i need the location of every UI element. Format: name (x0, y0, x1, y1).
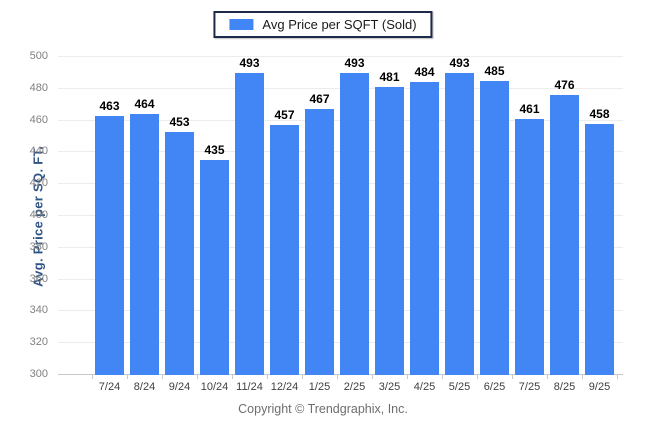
x-tick-label: 9/24 (168, 381, 191, 393)
bar-6-25[interactable] (480, 80, 509, 375)
bar-7-25[interactable] (515, 119, 544, 375)
legend-swatch-icon (229, 19, 254, 30)
x-axis-tick (407, 375, 408, 379)
x-axis-tick (617, 375, 618, 379)
x-tick-label: 10/24 (200, 381, 229, 393)
bar-3-25[interactable] (375, 87, 404, 375)
x-tick-label: 1/25 (308, 381, 331, 393)
bar-5-25[interactable] (445, 73, 474, 375)
legend-label: Avg Price per SQFT (Sold) (262, 17, 417, 32)
x-axis-tick (197, 375, 198, 379)
bar-11-24[interactable] (235, 73, 264, 375)
bar-value-label: 493 (239, 56, 260, 70)
x-tick-label: 11/24 (236, 381, 263, 393)
bar-value-label: 484 (414, 65, 435, 80)
bar-cell: 461 (512, 57, 547, 375)
x-axis-tick (302, 375, 303, 379)
bar-2-25[interactable] (340, 73, 369, 375)
bar-value-label: 435 (204, 143, 225, 158)
legend[interactable]: Avg Price per SQFT (Sold) (213, 11, 433, 38)
y-tick-label: 500 (29, 50, 48, 62)
bar-cell: 457 (267, 57, 302, 375)
bar-4-25[interactable] (410, 82, 439, 375)
y-axis-tick-labels: 300 320 340 360 380 400 420 440 460 480 500 (0, 50, 48, 380)
bar-cell: 485 (477, 57, 512, 375)
bar-cell: 453 (162, 57, 197, 375)
x-axis-tick (442, 375, 443, 379)
bar-cell: 481 (372, 57, 407, 375)
x-tick-label: 8/25 (553, 381, 576, 393)
y-tick-label: 360 (29, 272, 48, 285)
bar-9-24[interactable] (165, 131, 194, 375)
gridline (58, 56, 623, 57)
plot-area: 463 464 453 435 493 457 467 493 481 484 493 485 461 4… (58, 56, 623, 375)
x-axis-tick (337, 375, 338, 379)
bar-12-24[interactable] (270, 125, 299, 375)
y-tick-label: 320 (29, 336, 48, 349)
x-axis-tick (127, 375, 128, 379)
bar-value-label: 464 (134, 97, 155, 112)
bar-cell: 493 (232, 57, 267, 375)
x-axis-tick (582, 375, 583, 379)
y-tick-label: 440 (29, 145, 48, 158)
x-tick-label: 8/24 (133, 381, 156, 393)
bar-value-label: 493 (449, 56, 470, 70)
bar-value-label: 467 (309, 92, 330, 107)
bar-cell: 463 (92, 57, 127, 375)
x-axis-tick (477, 375, 478, 379)
x-axis-tick (92, 375, 93, 379)
x-axis-ticks (58, 375, 623, 380)
y-tick-label: 420 (29, 177, 48, 190)
y-tick-label: 300 (29, 368, 48, 380)
bar-7-24[interactable] (95, 115, 124, 375)
y-tick-label: 340 (29, 304, 48, 317)
bar-value-label: 461 (519, 102, 540, 117)
bar-value-label: 463 (99, 98, 120, 113)
x-tick-label: 9/25 (588, 381, 611, 393)
bar-value-label: 481 (379, 70, 400, 85)
bar-cell: 476 (547, 57, 582, 375)
bar-1-25[interactable] (305, 109, 334, 375)
x-tick-label: 5/25 (448, 381, 471, 393)
x-axis-tick (547, 375, 548, 379)
bar-8-25[interactable] (550, 95, 579, 375)
x-tick-label: 3/25 (378, 381, 401, 393)
bar-value-label: 485 (484, 63, 505, 78)
x-axis-tick (162, 375, 163, 379)
x-tick-label: 7/25 (518, 381, 541, 393)
x-tick-label: 7/24 (98, 381, 121, 393)
bar-value-label: 457 (274, 108, 295, 123)
bar-cell: 493 (337, 57, 372, 375)
x-axis-tick (372, 375, 373, 379)
x-axis-tick (232, 375, 233, 379)
x-axis-tick (512, 375, 513, 379)
x-axis-tick-labels: 7/24 8/24 9/24 10/24 11/24 12/24 1/25 2/25 3/25 4… (58, 381, 623, 393)
y-tick-label: 380 (29, 240, 48, 253)
bar-cell: 435 (197, 57, 232, 375)
x-axis-tick (267, 375, 268, 379)
y-tick-label: 400 (29, 209, 48, 221)
bar-10-24[interactable] (200, 160, 229, 375)
x-tick-label: 2/25 (343, 381, 366, 393)
bar-value-label: 493 (344, 56, 365, 70)
y-tick-label: 480 (29, 81, 48, 94)
x-tick-label: 6/25 (483, 381, 506, 393)
bar-value-label: 453 (169, 114, 190, 129)
bar-cell: 458 (582, 57, 617, 375)
x-tick-label: 12/24 (270, 381, 299, 393)
bar-cell: 464 (127, 57, 162, 375)
bar-value-label: 458 (589, 106, 610, 121)
bar-9-25[interactable] (585, 123, 614, 375)
bars-layer: 463 464 453 435 493 457 467 493 481 484 493 485 461 4… (58, 57, 623, 375)
y-tick-label: 460 (29, 113, 48, 126)
bar-cell: 493 (442, 57, 477, 375)
bar-cell: 484 (407, 57, 442, 375)
bar-8-24[interactable] (130, 114, 159, 375)
bar-value-label: 476 (554, 78, 575, 93)
copyright-text: Copyright © Trendgraphix, Inc. (238, 402, 408, 416)
bar-cell: 467 (302, 57, 337, 375)
x-tick-label: 4/25 (413, 381, 436, 393)
